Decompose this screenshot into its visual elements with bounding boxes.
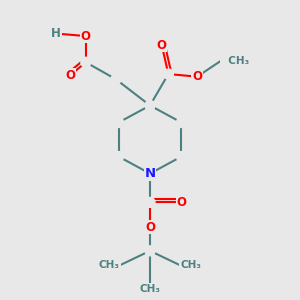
Circle shape bbox=[145, 197, 155, 207]
Text: O: O bbox=[157, 39, 167, 52]
Text: O: O bbox=[192, 70, 202, 83]
Circle shape bbox=[176, 118, 186, 128]
Circle shape bbox=[176, 152, 186, 161]
Circle shape bbox=[114, 152, 124, 161]
Circle shape bbox=[81, 57, 91, 67]
Text: CH₃: CH₃ bbox=[221, 56, 249, 66]
Circle shape bbox=[145, 100, 155, 110]
Circle shape bbox=[145, 222, 155, 232]
Circle shape bbox=[145, 246, 155, 256]
Text: O: O bbox=[176, 196, 186, 209]
Text: CH₃: CH₃ bbox=[180, 260, 201, 270]
Text: CH₃: CH₃ bbox=[140, 284, 160, 294]
Text: O: O bbox=[65, 69, 75, 82]
Text: O: O bbox=[81, 30, 91, 43]
Text: N: N bbox=[144, 167, 156, 180]
Text: CH₃: CH₃ bbox=[99, 260, 120, 270]
Circle shape bbox=[111, 74, 121, 84]
Circle shape bbox=[164, 69, 173, 79]
Circle shape bbox=[114, 118, 124, 128]
Text: O: O bbox=[145, 221, 155, 234]
Circle shape bbox=[192, 72, 202, 82]
Text: H: H bbox=[51, 28, 61, 40]
